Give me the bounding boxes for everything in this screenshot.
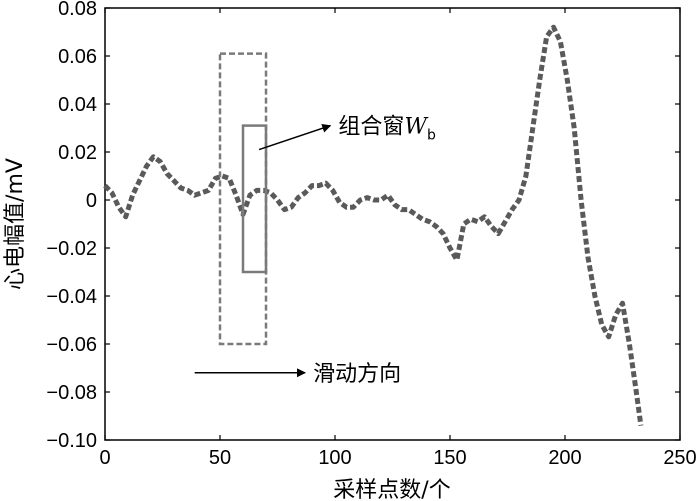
y-tick-label: −0.10 (46, 430, 97, 452)
y-tick-label: 0 (86, 190, 97, 212)
y-axis-ticks: 0.08 0.06 0.04 0.02 0 −0.02 −0.04 −0.06 −0.08 −0.… (46, 0, 680, 452)
x-tick-label: 0 (99, 447, 110, 469)
combo-window-label: 组合窗Wb (338, 115, 436, 144)
x-tick-label: 200 (548, 447, 581, 469)
combo-window-text: 组合窗 (338, 115, 404, 140)
annotation-layer: 组合窗Wb 滑动方向 (194, 52, 436, 387)
y-axis-title: 心电幅值/mV (3, 158, 28, 290)
slide-direction-label: 滑动方向 (313, 362, 401, 387)
combo-window-sub: b (427, 128, 436, 144)
data-series (103, 24, 644, 426)
inner-window-box (241, 124, 268, 274)
x-tick-label: 250 (663, 447, 696, 469)
y-tick-label: 0.08 (58, 0, 97, 20)
y-tick-label: 0.04 (58, 94, 97, 116)
y-tick-label: −0.08 (46, 382, 97, 404)
x-tick-label: 50 (209, 447, 231, 469)
x-tick-label: 150 (433, 447, 466, 469)
x-tick-label: 100 (318, 447, 351, 469)
ecg-series-line (103, 24, 644, 426)
combo-window-var: W (404, 115, 429, 140)
y-tick-label: −0.02 (46, 238, 97, 260)
y-tick-label: 0.02 (58, 142, 97, 164)
y-tick-label: −0.04 (46, 286, 97, 308)
x-axis-title: 采样点数/个 (333, 478, 450, 501)
y-tick-label: −0.06 (46, 334, 97, 356)
x-axis-ticks: 0 50 100 150 200 250 (99, 8, 697, 469)
combo-window-arrow (258, 123, 332, 151)
y-tick-label: 0.06 (58, 46, 97, 68)
plot-frame (104, 7, 681, 441)
